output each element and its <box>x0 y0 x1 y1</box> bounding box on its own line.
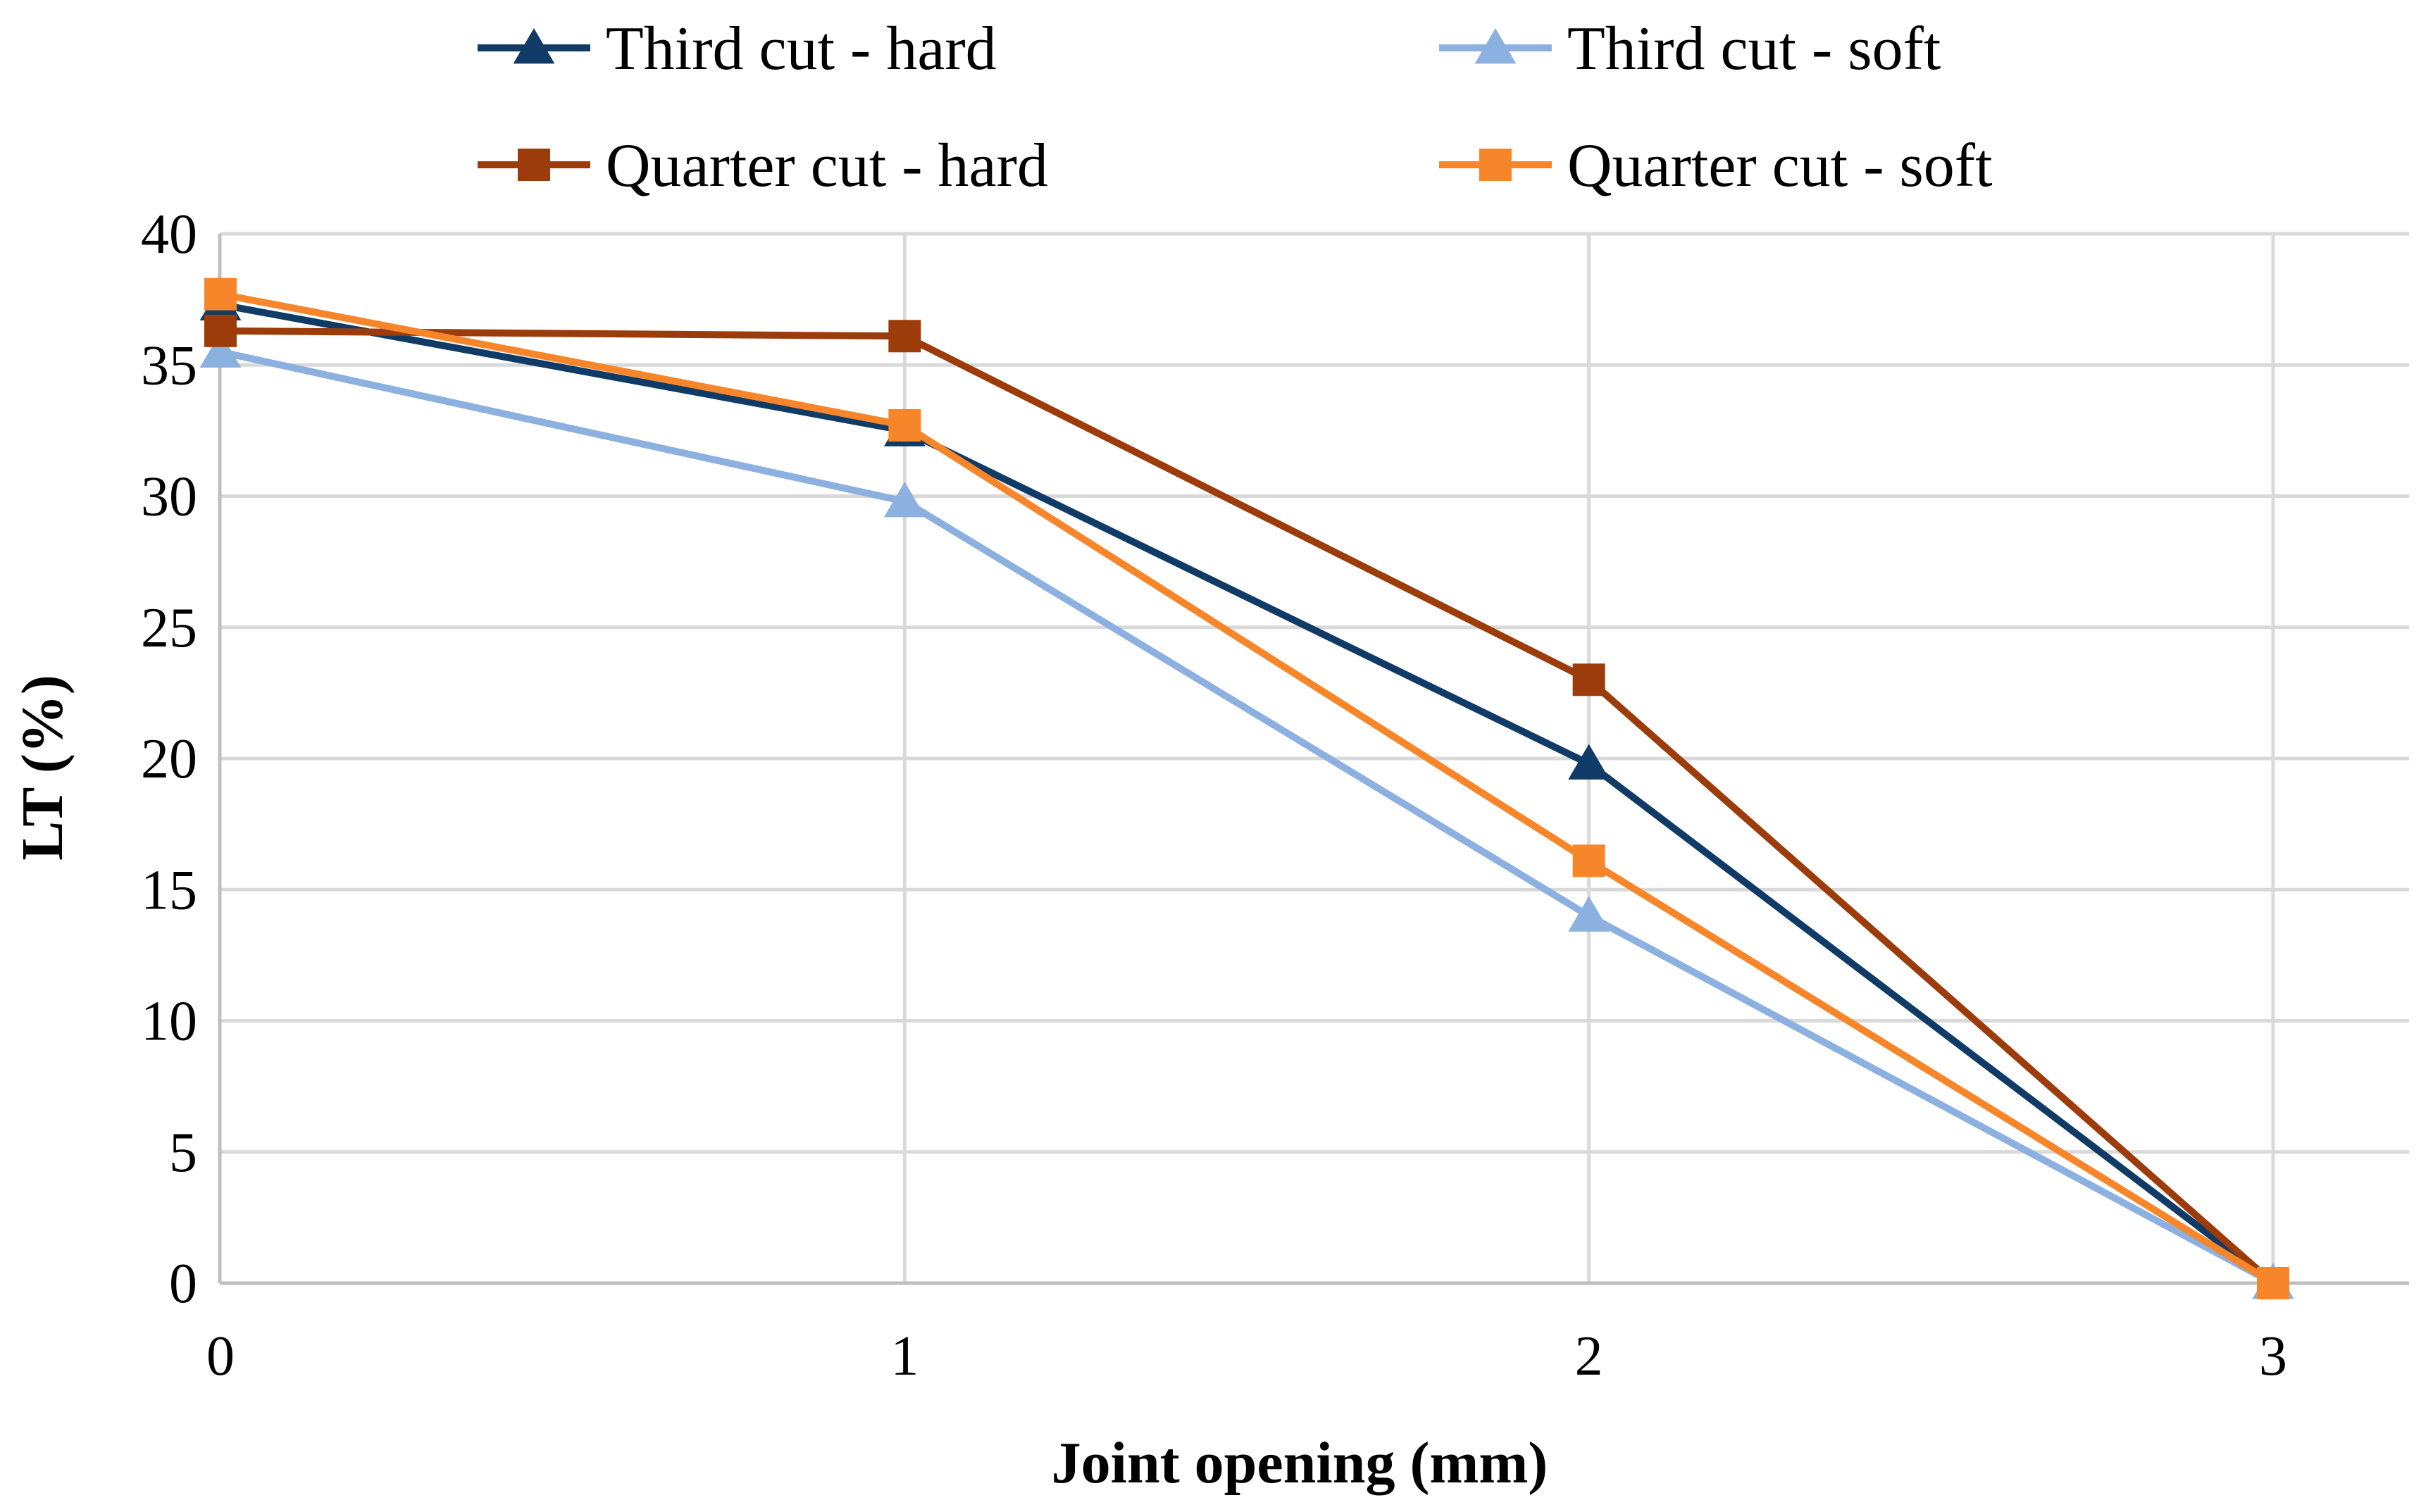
legend-entry-quarter-cut-soft: Quarter cut - soft <box>1439 132 1993 200</box>
data-point-quarter-cut-soft-2 <box>1572 844 1605 877</box>
data-point-quarter-cut-hard-1 <box>888 320 921 353</box>
x-tick-label-1: 1 <box>890 1325 919 1387</box>
series-third-cut-soft <box>199 332 2294 1299</box>
y-tick-label-10: 10 <box>141 991 197 1053</box>
series-third-cut-hard <box>199 285 2294 1299</box>
legend-swatch-marker <box>513 28 555 64</box>
y-axis-title: LT (%) <box>10 675 75 861</box>
y-tick-label-40: 40 <box>141 204 197 265</box>
series-line-third-cut-hard <box>220 301 2276 1286</box>
x-tick-label-2: 2 <box>1575 1325 1603 1387</box>
data-point-quarter-cut-soft-0 <box>204 277 237 311</box>
tick-labels: 0 5 10 15 20 25 30 35 40 0 1 2 3 <box>141 204 2287 1387</box>
data-point-third-cut-soft-0 <box>199 332 242 368</box>
y-tick-label-5: 5 <box>169 1122 197 1184</box>
legend-label: Quarter cut - hard <box>606 132 1048 200</box>
data-point-third-cut-soft-1 <box>883 481 926 518</box>
data-point-quarter-cut-hard-2 <box>1572 663 1605 696</box>
series-line-third-cut-soft <box>219 348 2275 1287</box>
legend-swatch-marker <box>1479 149 1512 181</box>
series-line-quarter-cut-soft <box>220 290 2275 1287</box>
x-axis-title: Joint opening (mm) <box>1052 1430 1548 1496</box>
axes <box>218 234 2409 1285</box>
data-point-quarter-cut-soft-3 <box>2257 1267 2289 1299</box>
x-tick-label-3: 3 <box>2259 1325 2287 1387</box>
series-layer <box>199 277 2294 1299</box>
data-point-third-cut-soft-2 <box>1568 896 1610 932</box>
series-line-quarter-cut-hard <box>220 327 2276 1286</box>
legend-entry-third-cut-hard: Third cut - hard <box>478 15 997 83</box>
legend-label: Quarter cut - soft <box>1567 132 1993 200</box>
y-tick-label-30: 30 <box>141 466 197 528</box>
legend-entry-third-cut-soft: Third cut - soft <box>1439 15 1941 83</box>
y-tick-label-20: 20 <box>141 728 197 790</box>
legend-swatch-marker <box>518 149 550 181</box>
y-tick-label-15: 15 <box>141 859 197 921</box>
legend-label: Third cut - soft <box>1567 15 1941 83</box>
series-quarter-cut-soft <box>204 277 2289 1299</box>
y-tick-label-35: 35 <box>141 335 197 396</box>
y-tick-label-0: 0 <box>169 1253 197 1315</box>
y-tick-label-25: 25 <box>141 597 197 659</box>
data-point-third-cut-hard-2 <box>1568 744 1610 780</box>
data-point-quarter-cut-soft-1 <box>888 408 921 442</box>
legend-entry-quarter-cut-hard: Quarter cut - hard <box>478 132 1048 200</box>
legend-label: Third cut - hard <box>606 15 997 83</box>
legend-swatch-marker <box>1474 28 1517 64</box>
data-point-quarter-cut-hard-0 <box>204 314 237 347</box>
legend: Third cut - hard Third cut - soft Quarter … <box>478 15 1993 200</box>
grid <box>220 232 2409 1283</box>
x-tick-label-0: 0 <box>206 1325 235 1387</box>
